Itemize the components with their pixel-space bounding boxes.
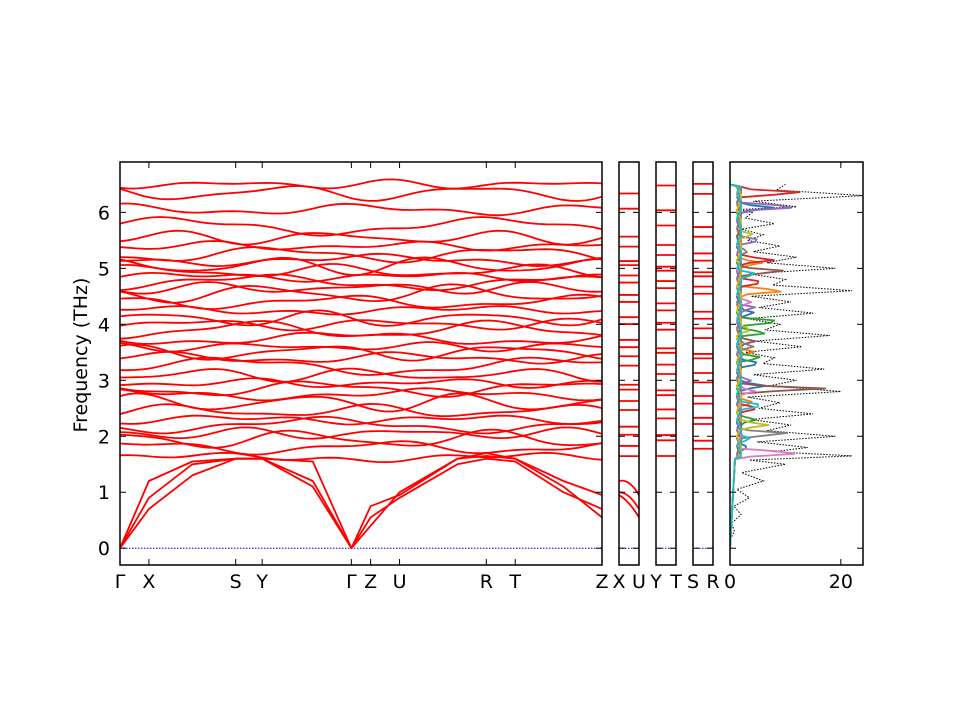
optical-branch bbox=[120, 256, 602, 276]
acoustic-branch bbox=[120, 457, 602, 550]
optical-branch bbox=[120, 202, 602, 217]
panel-frame bbox=[618, 161, 640, 566]
optical-branch bbox=[120, 367, 602, 383]
x-symmetry-label: S bbox=[230, 571, 242, 593]
y-tick-label: 1 bbox=[98, 482, 110, 504]
panel-frame bbox=[729, 161, 864, 566]
y-tick-label: 2 bbox=[98, 426, 110, 448]
optical-branch bbox=[120, 392, 602, 413]
dos-panel: 0 20 bbox=[724, 161, 864, 593]
x-symmetry-label: Γ bbox=[346, 571, 357, 593]
optical-branch bbox=[120, 440, 602, 456]
optical-branch bbox=[120, 185, 602, 202]
optical-branch bbox=[120, 426, 602, 440]
optical-branch bbox=[120, 341, 602, 353]
x-symmetry-label: Z bbox=[595, 571, 608, 593]
optical-branch bbox=[120, 331, 602, 345]
x-symmetry-label: Γ bbox=[115, 571, 126, 593]
optical-branch bbox=[120, 273, 602, 292]
panel-frame bbox=[655, 161, 677, 566]
x-tick-label: 20 bbox=[829, 571, 853, 593]
x-symmetry-label: T bbox=[669, 571, 682, 593]
y-tick-label: 3 bbox=[98, 370, 110, 392]
x-symmetry-label: Y bbox=[255, 571, 268, 593]
total-dos-curve bbox=[730, 183, 863, 549]
optical-branch bbox=[120, 309, 602, 327]
y-tick-label: 5 bbox=[98, 258, 110, 280]
optical-branch bbox=[120, 387, 602, 402]
optical-branch bbox=[120, 380, 602, 398]
optical-branch bbox=[120, 246, 602, 264]
x-symmetry-label: X bbox=[142, 571, 155, 593]
optical-branch bbox=[120, 263, 602, 279]
optical-branch bbox=[120, 317, 602, 332]
x-symmetry-label: Z bbox=[364, 571, 377, 593]
optical-branch bbox=[120, 293, 602, 310]
optical-branch bbox=[120, 415, 602, 435]
panel-frame bbox=[119, 161, 603, 566]
optical-branch bbox=[120, 281, 602, 295]
x-symmetry-label: U bbox=[393, 571, 407, 593]
panel-frame bbox=[692, 161, 714, 566]
x-tick-label: 0 bbox=[724, 571, 736, 593]
x-symmetry-label: U bbox=[632, 571, 646, 593]
optical-branch bbox=[120, 178, 602, 190]
y-axis-label: Frequency (THz) bbox=[70, 278, 92, 433]
optical-branch bbox=[120, 350, 602, 365]
band-line bbox=[619, 491, 639, 510]
optical-branch bbox=[120, 356, 602, 376]
optical-branch bbox=[120, 377, 602, 389]
optical-branch bbox=[120, 451, 602, 464]
partial-dos-curve bbox=[730, 181, 759, 549]
optical-branch bbox=[120, 414, 602, 426]
x-symmetry-label: S bbox=[687, 571, 699, 593]
x-symmetry-label: T bbox=[508, 571, 521, 593]
x-symmetry-label: R bbox=[480, 571, 493, 593]
optical-branch bbox=[120, 319, 602, 340]
optical-branch bbox=[120, 283, 602, 304]
optical-branch bbox=[120, 229, 602, 246]
optical-branch bbox=[120, 216, 602, 237]
x-symmetry-label: Y bbox=[649, 571, 662, 593]
optical-branch bbox=[120, 252, 602, 268]
optical-branch bbox=[120, 240, 602, 252]
acoustic-branch bbox=[120, 452, 602, 550]
x-symmetry-label: X bbox=[612, 571, 625, 593]
y-tick-label: 6 bbox=[98, 202, 110, 224]
x-symmetry-label: R bbox=[706, 571, 719, 593]
y-tick-label: 4 bbox=[98, 314, 110, 336]
band-line bbox=[619, 494, 639, 518]
y-tick-label: 0 bbox=[98, 538, 110, 560]
